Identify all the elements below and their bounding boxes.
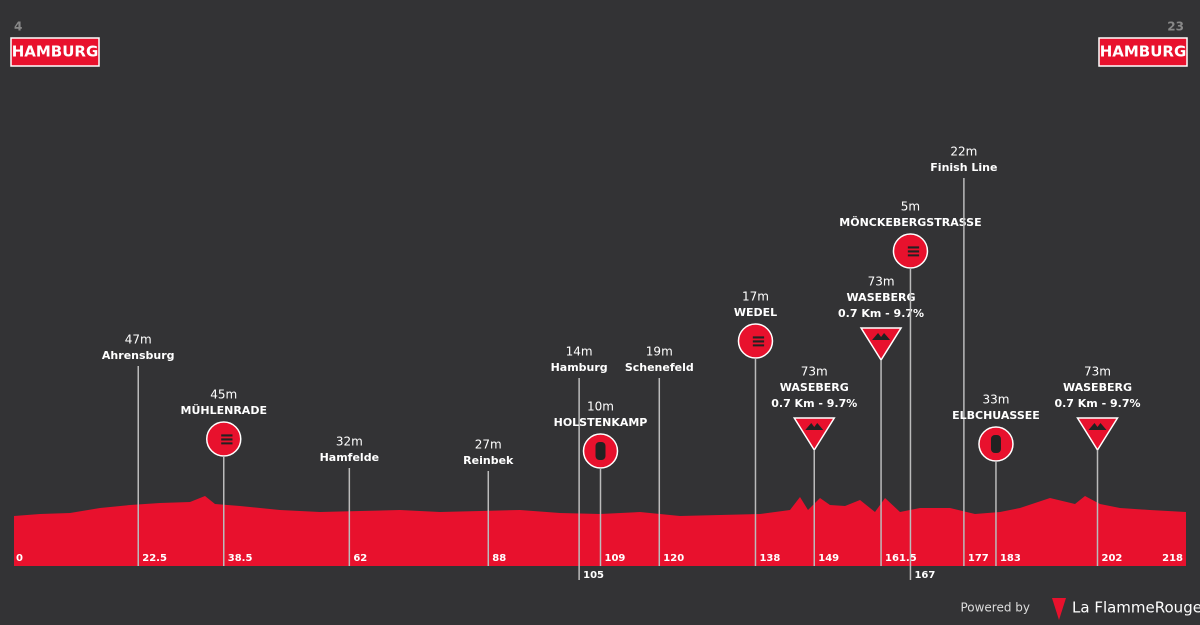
altitude: 73m [868, 275, 895, 289]
brand: La FlammeRouge [1072, 599, 1200, 617]
km-label: 22.5 [142, 553, 167, 564]
altitude: 10m [587, 400, 614, 414]
km-label: 177 [968, 553, 989, 564]
waypoint-name: WASEBERG [1063, 381, 1132, 394]
start-city: HAMBURG [12, 43, 99, 61]
feed-glyph [990, 435, 1001, 453]
km-label: 62 [353, 553, 367, 564]
waypoint-name: ELBCHUASSEE [952, 409, 1040, 422]
km-label: 109 [605, 553, 626, 564]
finish-city: HAMBURG [1100, 43, 1187, 61]
waypoint-name: Hamburg [551, 361, 608, 374]
powered-by: Powered by [960, 601, 1030, 615]
waypoint-name: MÖNCKEBERGSTRASSE [839, 215, 981, 229]
waypoint-name: Hamfelde [320, 451, 379, 464]
climb-icon [859, 327, 903, 362]
altitude: 5m [901, 200, 920, 214]
altitude: 27m [475, 438, 502, 452]
climb-icon [1076, 417, 1119, 452]
brand-logo [1052, 598, 1066, 620]
altitude: 17m [742, 290, 769, 304]
waypoint-name: Schenefeld [625, 361, 694, 374]
climb-icon [792, 417, 836, 452]
waypoint-detail: 0.7 Km - 9.7% [1054, 397, 1140, 410]
km-label: 202 [1101, 553, 1122, 564]
finish-box [1098, 37, 1188, 67]
sprint-glyph: ≡ [751, 331, 766, 352]
waypoint-name: WASEBERG [780, 381, 849, 394]
climb-mountain [805, 423, 824, 430]
waypoint-name: WEDEL [734, 306, 777, 319]
km-label: 167 [914, 570, 935, 581]
waypoint-name: Finish Line [930, 161, 997, 174]
waypoint-name: MÜHLENRADE [181, 403, 267, 417]
altitude: 73m [801, 365, 828, 379]
altitude: 14m [566, 345, 593, 359]
climb-mountain [872, 333, 891, 340]
km-label: 161.5 [885, 553, 917, 564]
km-label: 149 [818, 553, 839, 564]
waypoint-detail: 0.7 Km - 9.7% [771, 397, 857, 410]
km-label: 88 [492, 553, 506, 564]
altitude: 47m [125, 333, 152, 347]
altitude: 32m [336, 435, 363, 449]
finish-number: 23 [1167, 20, 1184, 34]
feed-glyph [595, 442, 606, 460]
sprint-glyph: ≡ [906, 241, 921, 262]
km-label: 38.5 [228, 553, 253, 564]
km-label: 120 [663, 553, 684, 564]
altitude: 73m [1084, 365, 1111, 379]
climb-mountain [1088, 423, 1107, 430]
altitude: 45m [210, 388, 237, 402]
km-start: 0 [16, 553, 23, 564]
altitude: 22m [950, 145, 977, 159]
waypoint-detail: 0.7 Km - 9.7% [838, 307, 924, 320]
km-end: 218 [1162, 553, 1183, 564]
altitude: 33m [982, 393, 1009, 407]
waypoint-name: Reinbek [463, 454, 514, 467]
sprint-glyph: ≡ [219, 429, 234, 450]
km-label: 105 [583, 570, 604, 581]
start-box [10, 37, 100, 67]
altitude: 19m [646, 345, 673, 359]
start-number: 4 [14, 20, 22, 34]
waypoint-name: WASEBERG [847, 291, 916, 304]
km-label: 183 [1000, 553, 1021, 564]
waypoint-name: Ahrensburg [102, 349, 175, 362]
km-label: 138 [759, 553, 780, 564]
waypoint-name: HOLSTENKAMP [554, 416, 648, 429]
